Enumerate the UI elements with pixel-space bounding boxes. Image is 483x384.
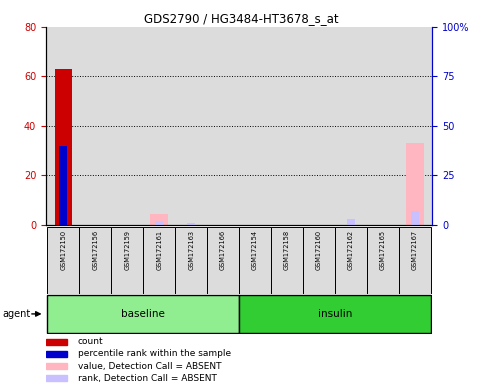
Bar	[46, 363, 67, 369]
Bar	[335, 227, 367, 294]
Text: GSM172154: GSM172154	[252, 230, 258, 270]
Text: rank, Detection Call = ABSENT: rank, Detection Call = ABSENT	[78, 374, 217, 382]
Bar	[79, 227, 112, 294]
Bar	[303, 227, 335, 294]
Text: count: count	[78, 338, 103, 346]
Text: GSM172161: GSM172161	[156, 230, 162, 270]
Text: GDS2790 / HG3484-HT3678_s_at: GDS2790 / HG3484-HT3678_s_at	[144, 12, 339, 25]
Text: GSM172159: GSM172159	[124, 230, 130, 270]
Text: baseline: baseline	[121, 309, 165, 319]
Bar	[59, 146, 68, 225]
Bar	[406, 143, 424, 225]
Bar	[46, 339, 67, 345]
Text: GSM172165: GSM172165	[380, 230, 386, 270]
Bar	[175, 227, 207, 294]
Bar	[143, 227, 175, 294]
Text: agent: agent	[2, 309, 30, 319]
Text: value, Detection Call = ABSENT: value, Detection Call = ABSENT	[78, 361, 221, 371]
Bar	[155, 221, 163, 225]
Text: percentile rank within the sample: percentile rank within the sample	[78, 349, 231, 359]
Bar	[112, 227, 143, 294]
Text: GSM172163: GSM172163	[188, 230, 194, 270]
Bar	[47, 227, 79, 294]
Text: GSM172166: GSM172166	[220, 230, 226, 270]
Text: GSM172158: GSM172158	[284, 230, 290, 270]
Bar	[239, 227, 271, 294]
Text: GSM172150: GSM172150	[60, 230, 67, 270]
Bar	[187, 223, 195, 225]
Text: GSM172156: GSM172156	[92, 230, 99, 270]
Text: GSM172162: GSM172162	[348, 230, 354, 270]
Text: insulin: insulin	[318, 309, 352, 319]
Bar	[367, 227, 399, 294]
Bar	[55, 69, 72, 225]
Bar	[411, 211, 419, 225]
Text: GSM172160: GSM172160	[316, 230, 322, 270]
Bar	[207, 227, 239, 294]
Bar	[271, 227, 303, 294]
Bar	[399, 227, 431, 294]
Text: GSM172167: GSM172167	[412, 230, 418, 270]
Bar	[239, 295, 431, 333]
Bar	[47, 295, 239, 333]
Bar	[46, 375, 67, 381]
Bar	[347, 219, 355, 225]
Bar	[46, 351, 67, 357]
Bar	[151, 214, 168, 225]
